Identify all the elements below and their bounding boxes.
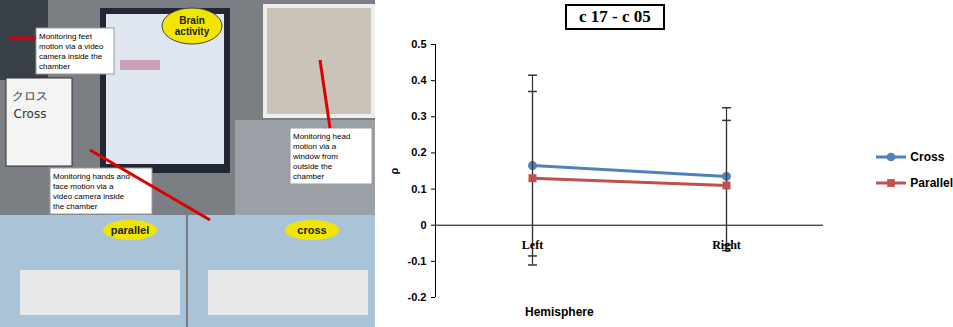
svg-text:0.5: 0.5	[411, 38, 426, 50]
svg-text:window from: window from	[292, 152, 338, 161]
svg-text:0: 0	[420, 219, 426, 231]
html-text:c 17 - c 05: c 17 - c 05	[579, 7, 651, 26]
svg-text:outside the: outside the	[293, 162, 333, 171]
svg-text:Monitoring head: Monitoring head	[293, 132, 350, 141]
svg-text:0.2: 0.2	[411, 146, 426, 158]
html-text:Parallel: Parallel	[910, 176, 953, 190]
svg-text:Left: Left	[522, 238, 543, 252]
svg-text:the chamber: the chamber	[53, 202, 98, 211]
html-text:Hemisphere: Hemisphere	[525, 305, 594, 319]
svg-text:motion via a: motion via a	[293, 142, 337, 151]
svg-text:motion via a video: motion via a video	[39, 42, 104, 51]
svg-text:parallel: parallel	[111, 224, 150, 236]
svg-text:activity: activity	[175, 26, 210, 37]
svg-text:Monitoring feet: Monitoring feet	[39, 32, 93, 41]
svg-text:-0.2: -0.2	[408, 291, 427, 303]
svg-text:face motion via a: face motion via a	[53, 182, 114, 191]
svg-text:0.1: 0.1	[411, 183, 426, 195]
svg-text:Monitoring hands and: Monitoring hands and	[53, 172, 130, 181]
svg-text:-0.1: -0.1	[408, 255, 427, 267]
svg-text:chamber: chamber	[293, 172, 324, 181]
svg-text:ρ: ρ	[388, 167, 400, 174]
svg-text:Brain: Brain	[179, 15, 205, 26]
svg-text:0.3: 0.3	[411, 110, 426, 122]
svg-text:Right: Right	[712, 238, 741, 252]
svg-text:chamber: chamber	[39, 62, 70, 71]
svg-text:クロス: クロス	[12, 89, 48, 103]
svg-text:cross: cross	[297, 224, 326, 236]
html-text:Cross: Cross	[910, 150, 945, 164]
svg-text:Cross: Cross	[14, 107, 47, 121]
svg-text:video camera inside: video camera inside	[53, 192, 125, 201]
svg-text:0.4: 0.4	[411, 74, 427, 86]
svg-text:camera inside the: camera inside the	[39, 52, 103, 61]
